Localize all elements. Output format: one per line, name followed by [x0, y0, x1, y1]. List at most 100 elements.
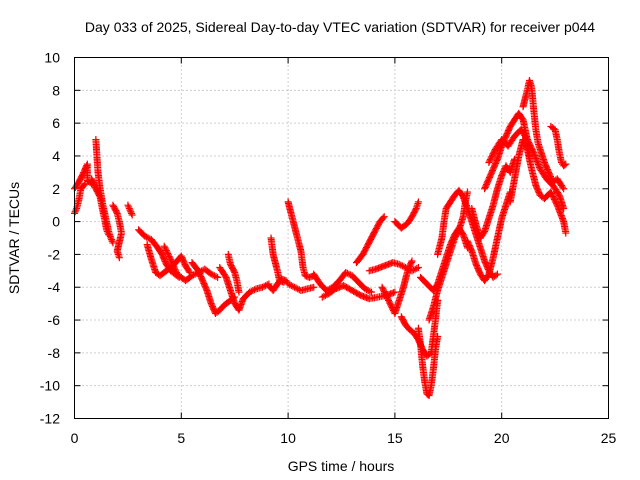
- data-point: [310, 283, 318, 291]
- data-point: [109, 239, 117, 247]
- data-point: [280, 278, 288, 286]
- data-point: [412, 206, 420, 214]
- data-point: [561, 161, 569, 169]
- data-point: [363, 286, 371, 294]
- data-point: [367, 288, 375, 296]
- data-points: [71, 76, 570, 400]
- data-point: [144, 234, 152, 242]
- series-satellite-track-p: [310, 268, 375, 296]
- data-point: [553, 200, 561, 208]
- x-tick-label: 15: [387, 430, 403, 446]
- series-satellite-track-f: [124, 201, 136, 219]
- data-point: [71, 208, 79, 216]
- data-point: [210, 272, 218, 280]
- data-point: [560, 185, 568, 193]
- data-point: [361, 285, 369, 293]
- data-point: [170, 264, 178, 272]
- data-point: [562, 160, 570, 168]
- series-satellite-track-b: [71, 180, 89, 217]
- data-point: [413, 264, 421, 272]
- y-tick-label: 0: [52, 214, 60, 230]
- data-point: [171, 266, 179, 274]
- y-axis-label: SDTVAR / TECUs: [6, 182, 22, 294]
- data-point: [108, 237, 116, 245]
- data-point: [95, 192, 103, 200]
- data-point: [395, 260, 403, 268]
- data-point: [103, 226, 111, 234]
- data-point: [291, 283, 299, 291]
- chart-title: Day 033 of 2025, Sidereal Day-to-day VTE…: [85, 19, 595, 35]
- data-point: [286, 281, 294, 289]
- x-tick-label: 25: [601, 430, 617, 446]
- data-point: [81, 180, 89, 188]
- data-point: [320, 292, 328, 300]
- data-point: [125, 204, 133, 212]
- data-point: [321, 291, 329, 299]
- data-point: [366, 287, 374, 295]
- data-point: [127, 209, 135, 217]
- data-point: [190, 271, 198, 279]
- y-tick-label: 2: [52, 181, 60, 197]
- x-tick-label: 10: [280, 430, 296, 446]
- data-point: [172, 267, 180, 275]
- plot-frame: [74, 57, 609, 419]
- series-satellite-track-d: [88, 175, 113, 239]
- data-point: [168, 258, 176, 266]
- data-point: [464, 188, 472, 196]
- data-point: [287, 282, 295, 290]
- data-point: [493, 270, 501, 278]
- y-tick-label: -8: [48, 345, 61, 361]
- data-point: [167, 255, 175, 263]
- series-satellite-track-w: [414, 324, 442, 400]
- y-tick-label: 6: [52, 115, 60, 131]
- data-point: [105, 231, 113, 239]
- data-point: [250, 286, 258, 294]
- data-point: [562, 229, 570, 237]
- data-point: [212, 273, 220, 281]
- data-point: [246, 288, 254, 296]
- data-point: [115, 254, 123, 262]
- data-point: [141, 232, 149, 240]
- data-point: [364, 287, 372, 295]
- data-point: [188, 272, 196, 280]
- y-tick-label: -6: [48, 312, 61, 328]
- series-satellite-track-q: [318, 282, 399, 303]
- series-satellite-track-af: [519, 76, 568, 193]
- series-satellite-track-t: [378, 257, 416, 317]
- series-satellite-track-e: [109, 201, 125, 262]
- data-point: [207, 270, 215, 278]
- data-point: [124, 201, 132, 209]
- y-tick-label: -12: [40, 411, 60, 427]
- data-point: [209, 271, 217, 279]
- data-point: [289, 282, 297, 290]
- data-point: [318, 293, 326, 301]
- y-tick-label: 10: [44, 50, 60, 66]
- data-point: [125, 203, 133, 211]
- x-tick-label: 5: [177, 430, 185, 446]
- data-point: [379, 214, 387, 222]
- data-point: [284, 280, 292, 288]
- data-point: [167, 257, 175, 265]
- data-point: [292, 284, 300, 292]
- data-point: [185, 267, 193, 275]
- data-point: [169, 260, 177, 268]
- series-satellite-track-ag: [547, 122, 570, 170]
- data-point: [170, 263, 178, 271]
- data-point: [408, 257, 416, 265]
- data-point: [104, 229, 112, 237]
- data-point: [249, 287, 257, 295]
- series-satellite-track-h: [143, 241, 194, 280]
- series-satellite-track-j: [188, 259, 239, 317]
- grid: [74, 57, 609, 419]
- data-point: [414, 198, 422, 206]
- data-point: [72, 206, 80, 214]
- data-point: [398, 262, 406, 270]
- data-point: [235, 288, 243, 296]
- data-point: [214, 273, 222, 281]
- series-satellite-track-n: [267, 234, 288, 286]
- data-point: [169, 261, 177, 269]
- y-tick-label: -4: [48, 279, 61, 295]
- data-point: [247, 287, 255, 295]
- x-tick-label: 20: [494, 430, 510, 446]
